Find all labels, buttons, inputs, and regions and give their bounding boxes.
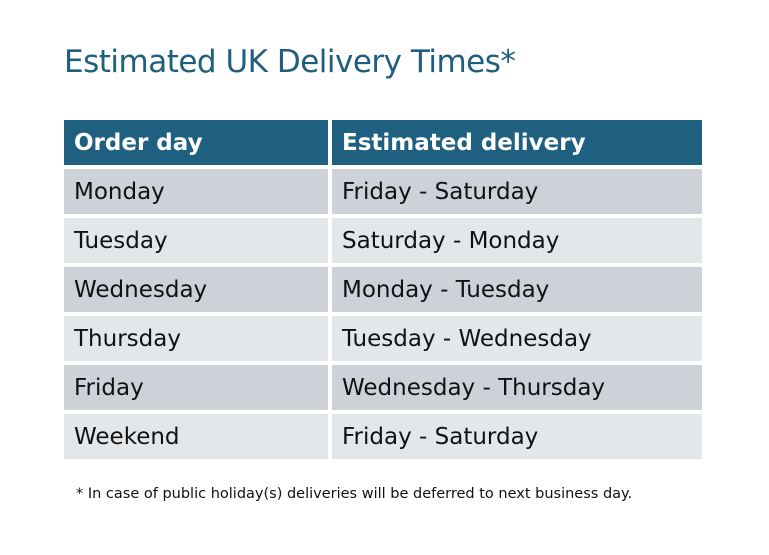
order-day-cell: Wednesday <box>64 267 328 312</box>
order-day-cell: Friday <box>64 365 328 410</box>
table-row: Tuesday Saturday - Monday <box>64 218 702 263</box>
table-row: Weekend Friday - Saturday <box>64 414 702 459</box>
table-row: Wednesday Monday - Tuesday <box>64 267 702 312</box>
footnote: * In case of public holiday(s) deliverie… <box>76 486 633 502</box>
delivery-cell: Saturday - Monday <box>332 218 702 263</box>
order-day-cell: Tuesday <box>64 218 328 263</box>
order-day-cell: Thursday <box>64 316 328 361</box>
delivery-cell: Monday - Tuesday <box>332 267 702 312</box>
delivery-cell: Tuesday - Wednesday <box>332 316 702 361</box>
header-estimated-delivery: Estimated delivery <box>332 120 702 165</box>
header-order-day: Order day <box>64 120 328 165</box>
order-day-cell: Monday <box>64 169 328 214</box>
delivery-cell: Wednesday - Thursday <box>332 365 702 410</box>
delivery-times-table: Order day Estimated delivery Monday Frid… <box>60 116 706 463</box>
table-row: Thursday Tuesday - Wednesday <box>64 316 702 361</box>
table-row: Monday Friday - Saturday <box>64 169 702 214</box>
delivery-cell: Friday - Saturday <box>332 169 702 214</box>
table-row: Friday Wednesday - Thursday <box>64 365 702 410</box>
page-title: Estimated UK Delivery Times* <box>64 44 516 80</box>
order-day-cell: Weekend <box>64 414 328 459</box>
delivery-cell: Friday - Saturday <box>332 414 702 459</box>
table-header-row: Order day Estimated delivery <box>64 120 702 165</box>
